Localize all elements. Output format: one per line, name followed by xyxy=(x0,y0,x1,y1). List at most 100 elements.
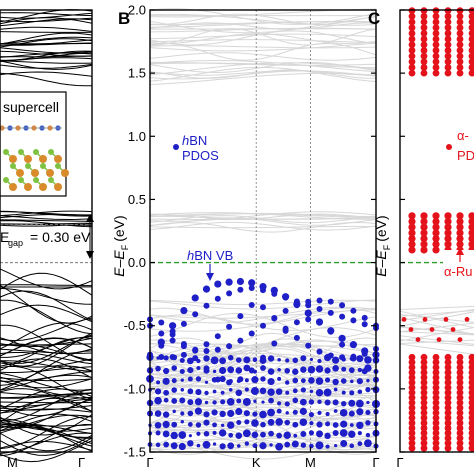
panel-a-band xyxy=(0,211,92,216)
ru-point-mid xyxy=(420,240,428,248)
hbn-lower-point xyxy=(324,432,331,440)
hbn-lower-point xyxy=(340,440,348,448)
hbn-lower-point xyxy=(284,401,290,407)
hbn-lower-point xyxy=(268,430,274,437)
hbn-lower-point xyxy=(267,355,275,362)
hbn-lower-point xyxy=(300,430,307,437)
inset-box xyxy=(0,91,67,197)
panel-c-arrow-label: α-Ru xyxy=(444,264,472,279)
ru-point-mid xyxy=(408,246,416,254)
ru-point-lower xyxy=(468,353,474,361)
ru-point-mid xyxy=(456,229,464,237)
panel-b-ylabel: E–EF(eV) xyxy=(111,215,130,276)
panel-a-band xyxy=(0,290,93,321)
hbn-vb-point xyxy=(236,277,244,286)
hbn-lower-point xyxy=(156,356,160,360)
panel-b-band xyxy=(149,8,377,25)
panel-c-ylabel: E–EF(eV) xyxy=(373,215,392,276)
ru-point-upper xyxy=(408,69,416,77)
panel-a-band xyxy=(0,57,93,62)
hbn-band-point xyxy=(226,323,233,330)
hbn-lower-point xyxy=(162,377,170,385)
ru-point-mid xyxy=(444,234,452,243)
panel-a-band xyxy=(0,324,93,362)
hbn-lower-point xyxy=(292,377,299,384)
ru-point-lower xyxy=(432,429,440,437)
hbn-lower-point xyxy=(259,442,267,450)
hbn-lower-point xyxy=(235,432,243,440)
panel-a-band xyxy=(0,352,93,365)
hbn-lower-point xyxy=(253,399,257,403)
ru-point-lower xyxy=(444,404,452,412)
hbn-band-point xyxy=(226,343,233,350)
ru-point-lower xyxy=(468,419,474,427)
hbn-lower-point xyxy=(251,431,259,439)
hbn-lower-point xyxy=(171,378,177,384)
hbn-lower-point xyxy=(210,356,219,365)
hbn-lower-point xyxy=(244,441,250,446)
panel-b-ytick-label: 1.5 xyxy=(128,66,146,81)
ru-point-lower xyxy=(456,358,464,366)
ru-point-mid xyxy=(420,246,428,254)
ru-point-lower xyxy=(420,353,428,361)
hbn-lower-point xyxy=(187,399,194,406)
ru-point-lower xyxy=(408,363,416,371)
panel-c: C E–EF(eV) α- PD α-Ru Γ xyxy=(368,7,474,470)
ru-point-lower xyxy=(444,419,452,427)
hbn-lower-point xyxy=(212,389,217,394)
inset-atom-cl xyxy=(40,163,46,169)
hbn-band-point xyxy=(305,342,312,349)
ru-point-mid xyxy=(420,223,428,231)
ru-point-mid xyxy=(468,217,474,226)
panel-c-xtick-gamma: Γ xyxy=(396,455,403,470)
hbn-lower-point xyxy=(203,411,210,418)
ru-point-lower xyxy=(420,404,428,412)
hbn-band-point xyxy=(192,311,199,318)
panel-b-ylabel-text: E–EF(eV) xyxy=(111,215,130,276)
panel-b-band xyxy=(149,342,377,357)
panel-a-band xyxy=(0,60,93,64)
ru-point-mid xyxy=(456,223,464,231)
hbn-lower-point xyxy=(171,354,178,361)
hbn-lower-point xyxy=(154,396,162,405)
hbn-lower-point xyxy=(317,399,322,405)
hbn-band-point xyxy=(237,286,244,293)
hbn-band-point xyxy=(214,333,221,340)
ru-point-lower xyxy=(420,414,428,422)
panel-c-legend-line1: α- xyxy=(457,128,469,143)
ru-point-upper xyxy=(408,35,416,43)
inset-atom-ru xyxy=(31,169,39,177)
hbn-lower-point xyxy=(340,378,347,384)
panel-b-ytick-label: 0.5 xyxy=(128,192,146,207)
ru-point-mid xyxy=(420,229,428,237)
panel-b-axes: -1.5 -1.0 -0.5 0.0 0.5 1.0 1.5 2.0 Γ K M Γ xyxy=(124,3,380,471)
hbn-lower-point xyxy=(178,431,187,439)
panel-a-band xyxy=(0,437,93,456)
hbn-lower-point xyxy=(212,422,217,428)
panel-a-band xyxy=(0,378,93,389)
hbn-lower-point xyxy=(163,367,170,375)
ru-point-upper xyxy=(444,24,452,32)
hbn-lower-point xyxy=(162,411,170,418)
panel-a-band xyxy=(0,219,92,222)
hbn-lower-point xyxy=(308,412,315,418)
ru-point-lower xyxy=(408,444,416,452)
hbn-lower-point xyxy=(227,409,235,418)
panel-b-band xyxy=(149,52,377,61)
panel-c-border xyxy=(399,9,474,453)
ru-point-lower xyxy=(456,363,464,371)
hbn-lower-point xyxy=(348,410,355,417)
hbn-lower-point xyxy=(170,431,178,440)
ru-point-mid xyxy=(468,229,474,237)
ru-point-upper xyxy=(468,41,474,49)
hbn-band-point xyxy=(248,330,255,337)
ru-point-lower xyxy=(420,363,428,371)
hbn-vb-point xyxy=(191,294,199,302)
panel-c-band xyxy=(399,308,474,322)
ru-point-lower xyxy=(444,439,452,447)
hbn-lower-point xyxy=(365,432,371,438)
hbn-band-point xyxy=(248,284,255,291)
ru-point-upper xyxy=(468,47,474,54)
ru-point-lower xyxy=(408,439,416,447)
panel-b-band xyxy=(149,420,377,424)
